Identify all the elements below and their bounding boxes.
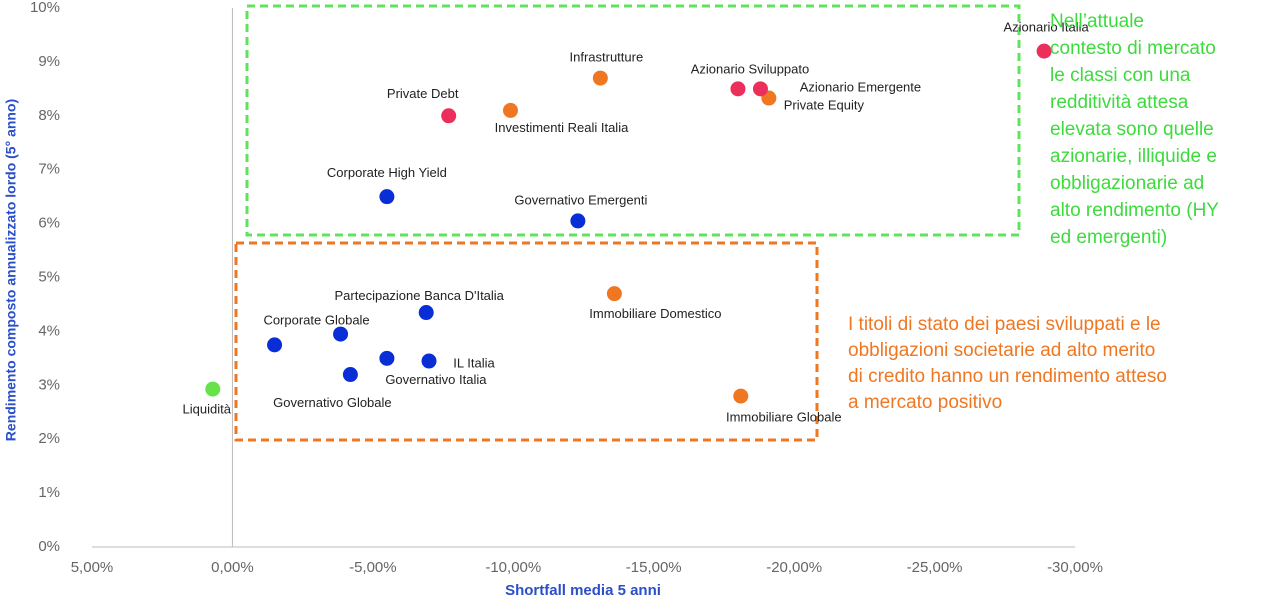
point	[592, 70, 608, 86]
y-tick-label: 2%	[38, 430, 60, 447]
point-label: Private Equity	[784, 97, 865, 112]
x-tick-label: 5,00%	[71, 559, 114, 576]
point	[333, 326, 349, 342]
point-label: Liquidità	[183, 402, 232, 417]
highlight-box	[234, 241, 819, 442]
point	[379, 189, 395, 205]
y-tick-label: 6%	[38, 215, 60, 232]
point	[342, 367, 358, 383]
annotation: obbligazionarie ad	[1050, 173, 1204, 194]
y-axis-label: Rendimento composto annualizzato lordo (…	[3, 99, 19, 441]
x-axis-label: Shortfall media 5 anni	[505, 582, 661, 599]
x-tick-label: -5,00%	[349, 559, 397, 576]
annotation: obbligazioni societarie ad alto merito	[848, 340, 1155, 361]
y-tick-label: 8%	[38, 107, 60, 124]
y-tick-label: 5%	[38, 268, 60, 285]
point	[205, 381, 221, 397]
annotation: le classi con una	[1050, 65, 1191, 86]
point-label: Partecipazione Banca D'Italia	[335, 288, 505, 303]
annotation: alto rendimento (HY	[1050, 200, 1219, 221]
x-tick-label: 0,00%	[211, 559, 254, 576]
point-label: Immobiliare Domestico	[589, 306, 721, 321]
point-label: Governativo Emergenti	[514, 192, 647, 207]
highlight-box	[245, 4, 1021, 237]
point	[733, 388, 749, 404]
point-label: Corporate High Yield	[327, 165, 447, 180]
x-tick-label: -30,00%	[1047, 559, 1103, 576]
point-label: Corporate Globale	[263, 313, 369, 328]
point-label: Investimenti Reali Italia	[495, 120, 629, 135]
annotation: di credito hanno un rendimento atteso	[848, 366, 1167, 387]
point	[752, 81, 768, 97]
y-tick-label: 1%	[38, 484, 60, 501]
point	[606, 286, 622, 302]
annotation: ed emergenti)	[1050, 227, 1167, 248]
annotation: redditività attesa	[1050, 92, 1189, 113]
y-tick-label: 9%	[38, 53, 60, 70]
annotation: a mercato positivo	[848, 392, 1002, 413]
y-tick-label: 10%	[30, 0, 60, 16]
x-tick-label: -10,00%	[485, 559, 541, 576]
point	[267, 337, 283, 353]
point	[570, 213, 586, 229]
y-tick-label: 3%	[38, 376, 60, 393]
point-label: Azionario Emergente	[800, 79, 921, 94]
point-label: Governativo Italia	[385, 372, 487, 387]
point	[730, 81, 746, 97]
x-tick-label: -15,00%	[626, 559, 682, 576]
point	[1036, 43, 1052, 59]
point	[441, 108, 457, 124]
point-label: Infrastrutture	[569, 50, 643, 65]
x-tick-label: -25,00%	[907, 559, 963, 576]
annotation: I titoli di stato dei paesi sviluppati e…	[848, 314, 1161, 335]
y-tick-label: 7%	[38, 161, 60, 178]
annotation: contesto di mercato	[1050, 38, 1216, 59]
point-label: Immobiliare Globale	[726, 410, 842, 425]
point-label: Azionario Sviluppato	[691, 61, 810, 76]
annotation: azionarie, illiquide e	[1050, 146, 1217, 167]
y-tick-label: 0%	[38, 538, 60, 555]
point	[421, 353, 437, 369]
annotation: Nell’attuale	[1050, 11, 1144, 32]
point-label: Private Debt	[387, 86, 459, 101]
point	[379, 350, 395, 366]
y-tick-label: 4%	[38, 322, 60, 339]
x-tick-label: -20,00%	[766, 559, 822, 576]
point-label: IL Italia	[453, 355, 495, 370]
point	[418, 305, 434, 321]
annotation: elevata sono quelle	[1050, 119, 1214, 140]
point	[502, 102, 518, 118]
point-label: Governativo Globale	[273, 395, 392, 410]
point-label: Azionario Italia	[1003, 20, 1089, 35]
